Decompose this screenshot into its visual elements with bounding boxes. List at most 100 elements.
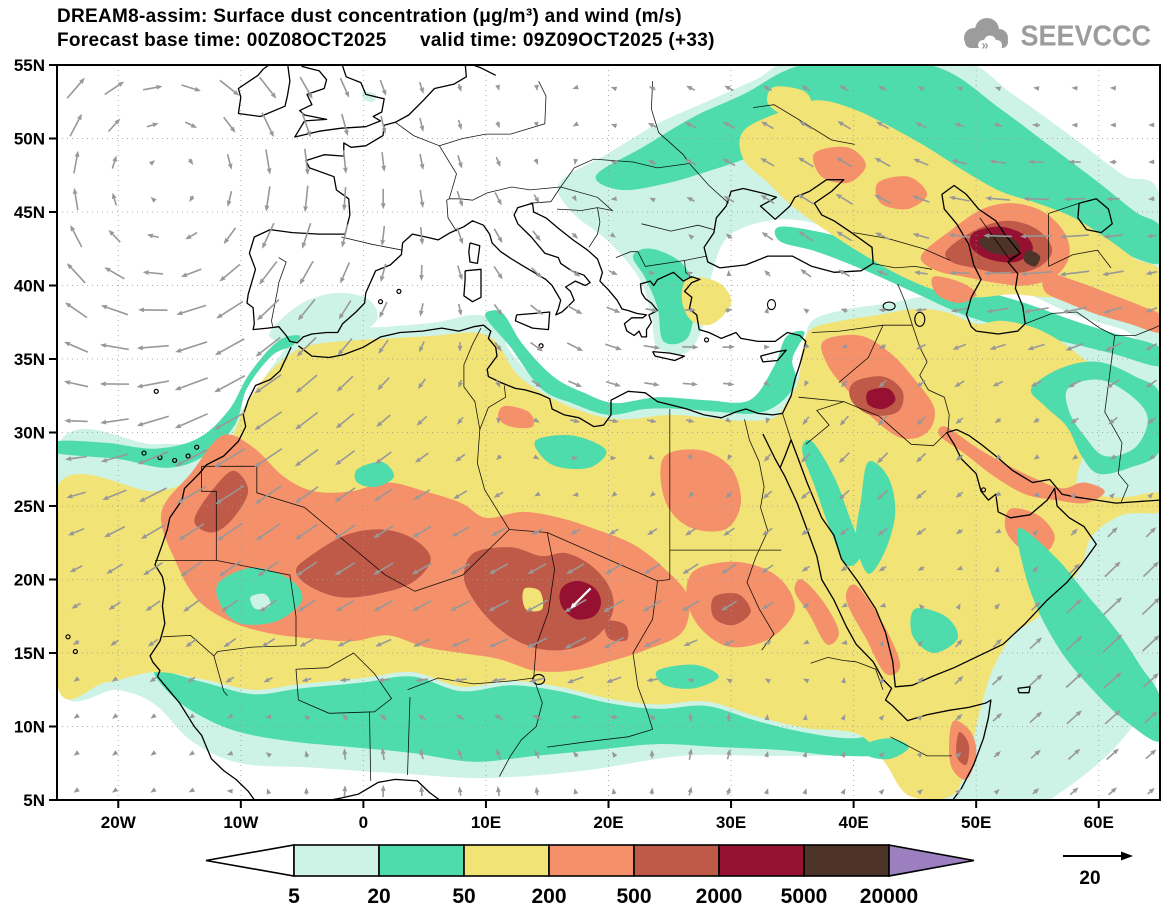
lat-label: 50N [14,130,45,149]
lat-label: 15N [14,644,45,663]
dust-region-arabian-sea-teal [1016,527,1160,742]
island-dot [141,450,147,456]
lon-label: 10E [471,813,501,832]
dust-region-turkmen-arm-orange [1042,273,1160,333]
dust-region-sahel-band [153,670,900,762]
dust-contours [57,65,1160,800]
wind-reference: 20 [1063,851,1133,889]
map-layers [57,65,1160,800]
island-dot [377,299,384,305]
lon-label: 30E [716,813,746,832]
lon-label: 10W [223,813,259,832]
dust-region-saudi-west-teal [802,439,862,567]
dust-region-aegean-finger [632,248,695,345]
dust-region-saudi-central-teal [855,461,896,574]
lat-label: 30N [14,424,45,443]
dust-region-gulf-iran-coast-orange [938,426,1105,504]
lon-label: 0 [359,813,368,832]
lon-label: 20E [593,813,623,832]
chart-subtitle: Forecast base time: 00Z08OCT2025 valid t… [57,30,715,51]
island-dot [65,634,71,640]
dust-region-horn-teal [863,738,909,760]
wind-arrows [63,76,1160,798]
dust-region-mauritania-cyan-inner [250,593,271,610]
dust-region-tripoli-orange [497,405,534,429]
dust-region-libya-inland-teal [534,435,607,470]
dust-region-egypt-orange [660,449,742,532]
dust-region-azerbaijan-orange [931,276,977,304]
colorbar-label: 20 [367,885,390,907]
colorbar-cell-500 [633,844,720,877]
colorbar-left-arrow [205,844,295,877]
colorbar-cell-200 [548,844,635,877]
island-dot [703,337,710,343]
dust-region-sudan-sahel-teal [655,664,719,689]
coastlines [65,65,1160,800]
colorbar-label: 20000 [860,885,918,907]
logo-text: SEEVCCC [1020,19,1151,52]
island-dot [194,444,200,450]
cloud-icon: » [964,18,1009,53]
lat-label: 10N [14,718,45,737]
lat-label: 25N [14,497,45,516]
lat-label: 35N [14,350,45,369]
dust-region-wsahara-core-red [194,470,249,533]
colorbar-label: 5000 [781,885,828,907]
dust-region-spain-blob [269,292,378,343]
dust-region-chad-spot-red [604,620,629,642]
colorbar-right-arrow [888,844,975,877]
dust-region-caspian-brown-2 [1023,250,1041,267]
island-dot [72,648,78,655]
dust-region-atlantic-coast-band [57,335,301,468]
lon-label: 60E [1084,813,1114,832]
colorbar-label: 50 [452,885,475,907]
colorbar-cell-5000 [803,844,890,877]
dust-region-somalia-core-red [956,732,970,766]
lat-label: 55N [14,56,45,75]
dust-region-med-coast-band [485,310,805,415]
colorbar-cell-50 [463,844,550,877]
wind-reference-label: 20 [1079,868,1100,889]
colorbar-label: 200 [531,885,566,907]
lat-label: 45N [14,203,45,222]
colorbar-label: 5 [288,885,300,907]
lat-label: 5N [23,791,45,810]
dust-region-srussia-orange-1 [812,146,866,184]
lon-label: 40E [838,813,868,832]
dust-region-uae-oman-orange [1004,508,1055,555]
island-dot [185,453,191,459]
lake-outline [882,301,896,311]
dust-region-ukraine-yellow-patch [767,86,812,116]
dust-region-iraq-maroon [866,387,896,410]
island-dot [396,288,402,294]
colorbar-cell-2000 [718,844,805,877]
dust-region-saudi-sw-orange [845,584,901,676]
dust-region-wturkey-yellow-patch [681,276,732,326]
lake-outline [914,311,926,327]
lake-outline [766,299,777,311]
dust-region-east-iran-cyan-inner [1065,379,1148,457]
axis-labels: 5N 10N 15N 20N 25N 30N 35N 40N 45N 50N 55N 20W 10W 0 1… [14,56,1114,832]
chevron-right-icon: » [982,38,989,53]
colorbar-cell-5 [293,844,380,877]
dust-region-redsea-west-orange [794,579,839,645]
dust-region-srussia-orange-2 [875,176,928,210]
chart-title: DREAM8-assim: Surface dust concentration… [57,6,682,27]
lat-label: 20N [14,571,45,590]
colorbar-label: 2000 [696,885,743,907]
dust-region-sudan-spot-red [711,593,751,626]
lat-label: 40N [14,277,45,296]
island-dot [172,457,178,464]
dust-region-algeria-teal-spot [354,461,395,488]
lon-label: 20W [101,813,137,832]
island-dot [538,343,544,349]
dust-region-mali-algeria-core-red [296,529,431,598]
island-dot [980,487,987,493]
axis-ticks [49,64,1100,808]
seevccc-logo: » SEEVCCC [956,16,1151,56]
island-dot [153,388,159,394]
colorbar-cell-20 [378,844,465,877]
colorbar-legend: 5 20 50 200 500 2000 5000 20000 [205,844,975,907]
